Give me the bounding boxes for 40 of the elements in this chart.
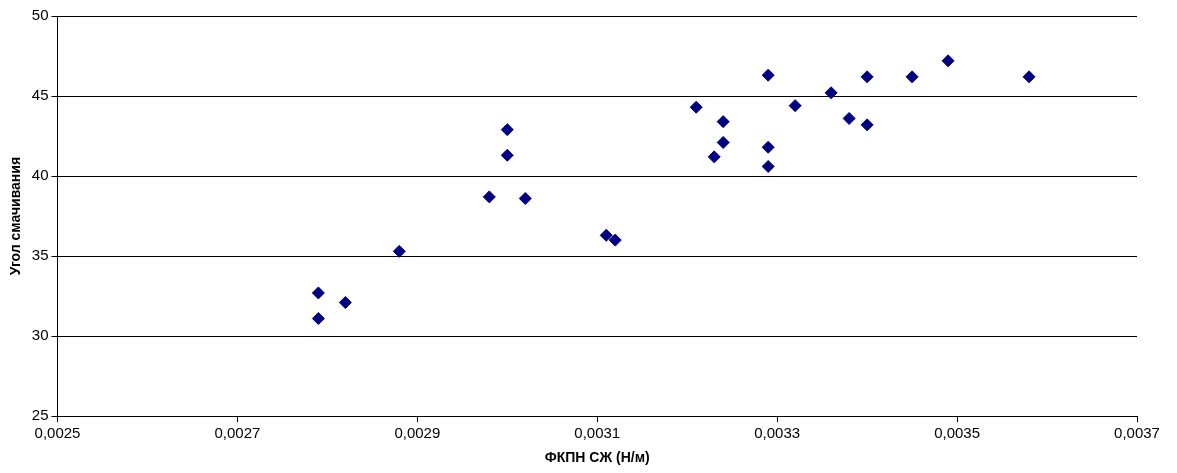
point bbox=[482, 190, 496, 204]
point bbox=[392, 244, 406, 258]
y-axis-title: Угол смачивания bbox=[7, 156, 24, 276]
point bbox=[860, 118, 874, 132]
point bbox=[599, 228, 613, 242]
point bbox=[338, 296, 352, 310]
point bbox=[707, 150, 721, 164]
x-tick-label: 0,0035 bbox=[934, 424, 981, 442]
x-tick-label: 0,0031 bbox=[574, 424, 621, 442]
x-tick-label: 0,0025 bbox=[34, 424, 81, 442]
y-tick-label: 30 bbox=[31, 326, 49, 344]
point bbox=[824, 86, 838, 100]
point bbox=[905, 70, 919, 84]
point bbox=[500, 123, 514, 137]
point bbox=[860, 70, 874, 84]
x-tick-label: 0,0027 bbox=[214, 424, 261, 442]
point bbox=[689, 100, 703, 114]
x-axis-title: ФКПН СЖ (Н/м) bbox=[544, 449, 650, 466]
point bbox=[1022, 70, 1036, 84]
point bbox=[761, 159, 775, 173]
point bbox=[608, 233, 622, 247]
point bbox=[716, 135, 730, 149]
point bbox=[761, 140, 775, 154]
y-tick-label: 40 bbox=[31, 166, 49, 184]
x-tick-label: 0,0037 bbox=[1114, 424, 1160, 442]
point bbox=[716, 115, 730, 129]
point bbox=[518, 191, 532, 205]
point bbox=[842, 111, 856, 125]
point bbox=[311, 312, 325, 326]
point bbox=[788, 99, 802, 113]
point bbox=[761, 68, 775, 82]
x-tick-label: 0,0033 bbox=[754, 424, 801, 442]
y-tick-label: 25 bbox=[31, 406, 49, 424]
x-tick-label: 0,0029 bbox=[394, 424, 441, 442]
point bbox=[311, 286, 325, 300]
point bbox=[941, 54, 955, 68]
point bbox=[500, 148, 514, 162]
y-tick-label: 50 bbox=[31, 6, 49, 24]
y-tick-label: 45 bbox=[31, 86, 49, 104]
y-tick-label: 35 bbox=[31, 246, 49, 264]
